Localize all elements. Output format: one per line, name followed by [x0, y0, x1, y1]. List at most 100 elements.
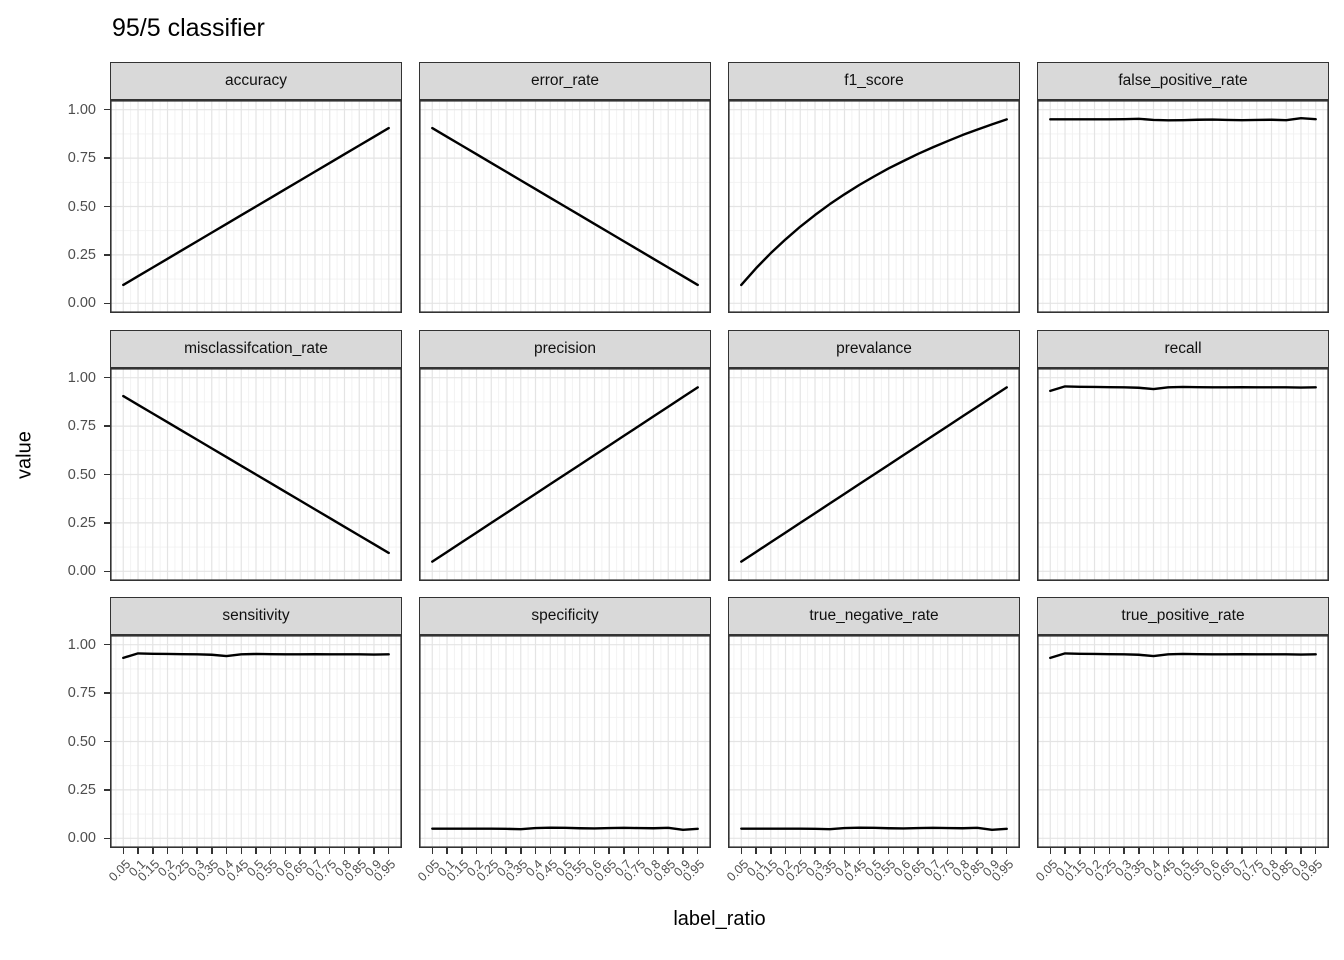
x-tick-mark: [887, 848, 890, 854]
panel-border: [110, 100, 402, 313]
y-tick-mark: [104, 108, 110, 111]
y-tick-mark: [104, 740, 110, 743]
x-tick-mark: [181, 848, 184, 854]
facet-f1_score: f1_score: [728, 62, 1020, 313]
facet-true_negative_rate: true_negative_rate: [728, 597, 1020, 848]
x-tick-mark: [873, 848, 875, 854]
x-tick-mark: [475, 848, 478, 854]
facet-panel: [110, 100, 402, 313]
x-tick-mark: [1005, 848, 1008, 854]
chart-title: 95/5 classifier: [112, 14, 265, 42]
x-tick-mark: [373, 848, 375, 854]
facet-strip-label: error_rate: [530, 72, 600, 89]
x-tick-mark: [784, 848, 787, 854]
x-tick-mark: [1182, 848, 1184, 854]
x-tick-mark: [534, 848, 537, 854]
y-tick-mark: [104, 789, 110, 791]
x-tick-mark: [932, 848, 934, 854]
facet-panel: [110, 635, 402, 848]
x-axis: 0.05 0.1 0.15 0.2 0.25 0.3 0.35 0.4 0.45 0.5 0.55 0…: [1033, 848, 1329, 920]
y-tick-mark: [104, 254, 110, 256]
y-tick-label: 0.75: [67, 150, 96, 167]
x-tick-mark: [343, 848, 346, 854]
panel-border: [110, 368, 402, 581]
x-tick-mark: [843, 848, 846, 854]
facet-panel: [728, 368, 1020, 581]
x-tick-mark: [461, 848, 463, 854]
y-tick-label: 0.00: [67, 563, 96, 580]
panel-border: [728, 635, 1020, 848]
line-series: [740, 826, 1008, 832]
y-tick-mark: [104, 643, 110, 646]
x-tick-mark: [1270, 848, 1273, 854]
x-tick-mark: [829, 848, 831, 854]
x-tick-mark: [814, 848, 816, 854]
panel-border: [110, 635, 402, 848]
x-tick-mark: [328, 848, 331, 854]
facet-strip: specificity: [419, 597, 711, 635]
facet-panel: [419, 100, 711, 313]
x-tick-mark: [255, 848, 257, 854]
y-tick-mark: [104, 473, 110, 476]
x-tick-mark: [799, 848, 802, 854]
y-tick-mark: [104, 205, 110, 208]
x-tick-mark: [211, 848, 213, 854]
facet-strip-label: f1_score: [844, 72, 904, 89]
x-tick-mark: [667, 848, 669, 854]
x-tick-mark: [1226, 848, 1228, 854]
x-tick-mark: [284, 848, 287, 854]
x-axis-title: label_ratio: [673, 908, 766, 930]
y-tick-mark: [104, 570, 110, 573]
y-axis: 1.00 0.75 0.50 0.25 0.00: [0, 635, 110, 848]
x-tick-mark: [446, 848, 448, 854]
x-tick-mark: [520, 848, 522, 854]
panel-border: [419, 368, 711, 581]
facet-strip: f1_score: [728, 62, 1020, 100]
facet-strip: prevalance: [728, 330, 1020, 368]
line-series: [122, 652, 390, 660]
y-tick-label: 1.00: [67, 636, 96, 653]
x-tick-mark: [152, 848, 154, 854]
x-tick-mark: [696, 848, 699, 854]
x-tick-mark: [976, 848, 978, 854]
x-axis: 0.05 0.1 0.15 0.2 0.25 0.3 0.35 0.4 0.45 0.5 0.55 0…: [415, 848, 711, 920]
x-tick-mark: [490, 848, 493, 854]
x-tick-mark: [1152, 848, 1155, 854]
x-tick-mark: [1300, 848, 1302, 854]
x-axis: 0.05 0.1 0.15 0.2 0.25 0.3 0.35 0.4 0.45 0.5 0.55 0…: [724, 848, 1020, 920]
x-tick-mark: [637, 848, 640, 854]
y-tick-mark: [104, 376, 110, 379]
x-tick-mark: [1049, 848, 1052, 854]
line-series: [1049, 385, 1317, 393]
x-tick-mark: [225, 848, 228, 854]
facet-panel: [728, 635, 1020, 848]
panel-border: [419, 635, 711, 848]
facet-strip: error_rate: [419, 62, 711, 100]
x-tick-mark: [1255, 848, 1258, 854]
y-axis: 1.00 0.75 0.50 0.25 0.00: [0, 368, 110, 581]
y-tick-label: 0.50: [67, 733, 96, 750]
facet-panel: [1037, 368, 1329, 581]
x-tick-mark: [858, 848, 861, 854]
x-axis: 0.05 0.1 0.15 0.2 0.25 0.3 0.35 0.4 0.45 0.5 0.55 0…: [106, 848, 402, 920]
facet-false_positive_rate: false_positive_rate: [1037, 62, 1329, 313]
facet-sensitivity: sensitivity: [110, 597, 402, 848]
facet-strip-label: false_positive_rate: [1118, 72, 1248, 89]
x-tick-mark: [991, 848, 993, 854]
x-tick-mark: [652, 848, 655, 854]
line-series: [122, 394, 390, 555]
panel-border: [728, 368, 1020, 581]
facet-strip-label: precision: [533, 340, 597, 357]
y-tick-label: 0.25: [67, 246, 96, 263]
facet-specificity: specificity: [419, 597, 711, 848]
facet-strip-label: recall: [1164, 340, 1202, 357]
x-tick-mark: [564, 848, 566, 854]
y-tick-label: 0.00: [67, 295, 96, 312]
facet-panel: [1037, 100, 1329, 313]
facet-strip-label: sensitivity: [222, 607, 290, 624]
facet-strip-label: prevalance: [836, 340, 912, 357]
facet-strip: precision: [419, 330, 711, 368]
x-tick-mark: [902, 848, 905, 854]
x-tick-mark: [1138, 848, 1140, 854]
facet-strip: true_positive_rate: [1037, 597, 1329, 635]
